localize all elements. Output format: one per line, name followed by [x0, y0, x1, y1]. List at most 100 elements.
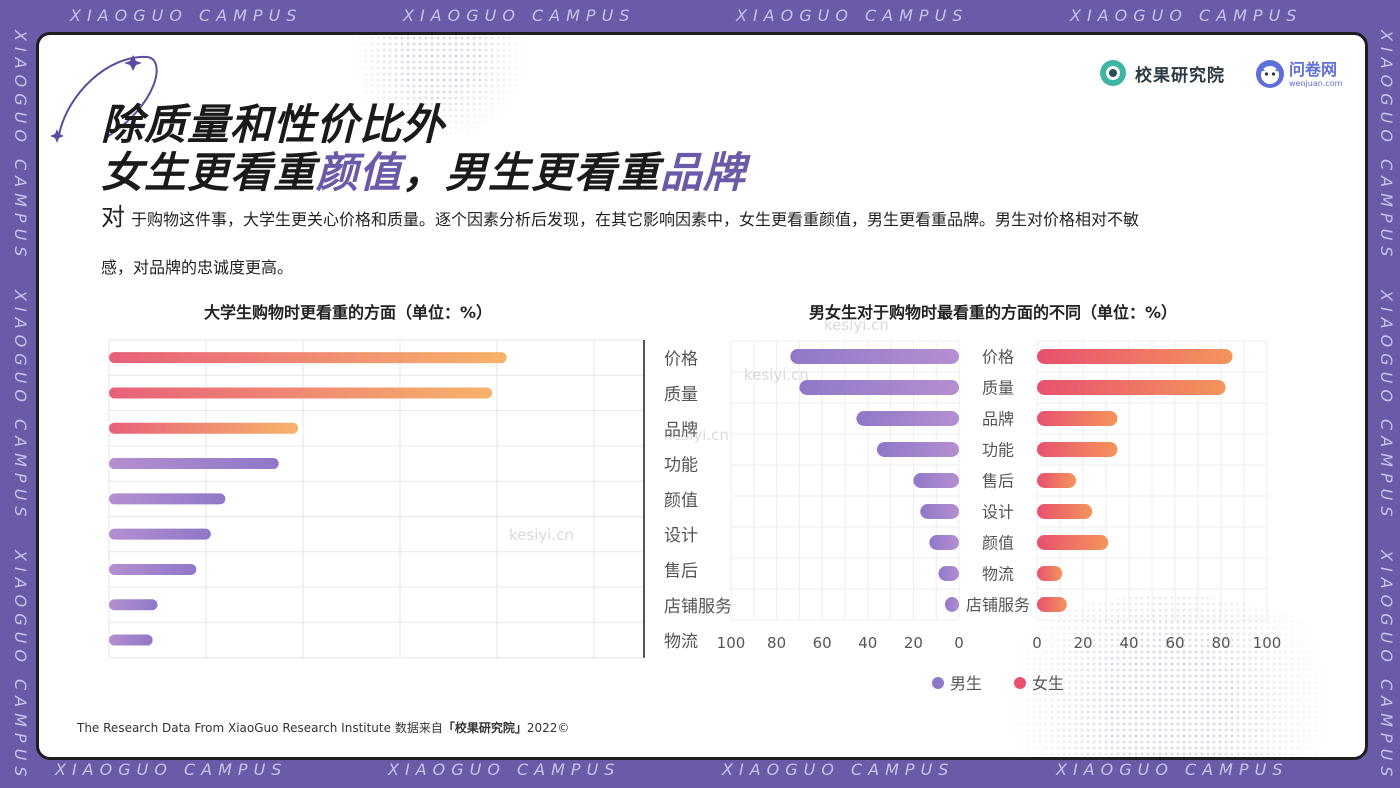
chart1-bar [109, 599, 158, 611]
chart1-bar [109, 352, 507, 364]
chart1-category-label: 店铺服务 [664, 597, 732, 617]
chart1-category-label: 价格 [664, 350, 698, 370]
title-text: ，男生更看重 [402, 148, 661, 197]
frame-text-top-3: XIAOGUO CAMPUS [736, 6, 969, 25]
chart1-bar [109, 528, 211, 540]
chart1-category-label: 质量 [664, 385, 698, 405]
chart2-tick-label: 60 [1165, 634, 1184, 652]
chart2-category-label: 售后 [982, 472, 1014, 491]
chart2-tick-label: 80 [767, 634, 786, 652]
frame-text-top-1: XIAOGUO CAMPUS [70, 6, 303, 25]
wenjuan-logo-text: 问卷网 [1289, 59, 1338, 79]
xiaoguo-logo-icon [1100, 60, 1126, 86]
title-text: 女生更看重 [101, 148, 317, 197]
frame-text-bottom-1: XIAOGUO CAMPUS [55, 760, 288, 779]
frame-text-bottom-3: XIAOGUO CAMPUS [722, 760, 955, 779]
chart1-bar [109, 387, 493, 399]
footer-brand: 「校果研究院」 [442, 721, 527, 735]
chart2-bar-male [945, 597, 959, 612]
chart2-bar-female [1037, 442, 1118, 457]
chart2-bar-male [938, 566, 959, 581]
watermark-text: kesiyi.cn [664, 426, 729, 444]
chart2-category-label: 店铺服务 [966, 596, 1030, 615]
wenjuan-logo-subtext: wenjuan.com [1289, 78, 1343, 88]
chart2-title: 男女生对于购物时最看重的方面的不同（单位：%） [809, 303, 1178, 322]
frame-text-bottom-4: XIAOGUO CAMPUS [1056, 760, 1289, 779]
legend-female-marker [1014, 677, 1026, 689]
chart2-bar-female [1037, 566, 1063, 581]
content-card: 校果研究院 问卷网 wenjuan.com 除质量和性价比外 女生更看重颜值，男… [36, 32, 1368, 760]
frame-text-left-3: XIAOGUO CAMPUS [11, 550, 30, 783]
title-highlight: 品牌 [660, 148, 747, 197]
frame-text-top-4: XIAOGUO CAMPUS [1070, 6, 1303, 25]
chart2-tick-label: 40 [858, 634, 877, 652]
chart2-bar-female [1037, 411, 1118, 426]
chart1-title: 大学生购物时更看重的方面（单位：%） [204, 303, 493, 322]
page-title-line1: 除质量和性价比外 [101, 100, 446, 149]
xiaoguo-logo: 校果研究院 [1099, 59, 1225, 87]
chart1-bar [109, 563, 197, 575]
chart2-tick-label: 20 [904, 634, 923, 652]
chart2-category-label: 质量 [982, 379, 1014, 398]
chart2-bar-female [1037, 380, 1226, 395]
title-highlight: 颜值 [316, 148, 403, 197]
chart1-category-label: 颜值 [664, 491, 698, 511]
chart1-bar [109, 634, 153, 646]
chart2-category-label: 颜值 [982, 534, 1014, 553]
watermark-text: kesiyi.cn [509, 526, 574, 544]
chart1-bar [109, 422, 299, 434]
legend-male-label: 男生 [950, 674, 982, 693]
watermark-text: kesiyi.cn [744, 366, 809, 384]
chart2-tick-label: 20 [1073, 634, 1092, 652]
footer-text: The Research Data From XiaoGuo Research … [77, 721, 443, 735]
chart2-tick-label: 100 [1253, 634, 1282, 652]
chart2-bar-male [856, 411, 959, 426]
chart2-category-label: 品牌 [982, 410, 1014, 429]
chart2-bar-female [1037, 597, 1067, 612]
chart2-bar-female [1037, 535, 1109, 550]
chart2-category-label: 物流 [982, 565, 1014, 584]
chart2-bar-male [913, 473, 959, 488]
page-title-line2: 女生更看重颜值，男生更看重品牌 [101, 139, 746, 200]
chart2-category-label: 价格 [982, 348, 1014, 367]
frame-text-left-1: XIAOGUO CAMPUS [11, 30, 30, 263]
paragraph-first-char: 对 [101, 203, 125, 231]
chart1-category-label: 售后 [664, 561, 698, 581]
frame-text-right-2: XIAOGUO CAMPUS [1377, 290, 1396, 523]
frame-text-right-3: XIAOGUO CAMPUS [1377, 550, 1396, 783]
wenjuan-logo: 问卷网 wenjuan.com [1255, 59, 1342, 89]
watermark-text: kesiyi.cn [824, 316, 889, 334]
intro-paragraph: 对于购物这件事，大学生更关心价格和质量。逐个因素分析后发现，在其它影响因素中，女… [101, 193, 1331, 292]
chart2-tick-label: 60 [813, 634, 832, 652]
chart2-bar-male [876, 442, 959, 457]
chart2-category-label: 设计 [982, 503, 1014, 522]
frame-text-right-1: XIAOGUO CAMPUS [1377, 30, 1396, 263]
chart2-tick-label: 0 [1032, 634, 1042, 652]
chart2-bar-male [790, 349, 959, 364]
chart2-bar-female [1037, 473, 1077, 488]
frame-text-top-2: XIAOGUO CAMPUS [403, 6, 636, 25]
chart2-tick-label: 40 [1119, 634, 1138, 652]
chart2-category-label: 功能 [982, 441, 1014, 460]
legend-female-label: 女生 [1032, 674, 1064, 693]
chart2-bar-male [920, 504, 959, 519]
chart1-category-label: 品牌 [664, 420, 698, 440]
footer-year: 2022© [526, 721, 570, 735]
chart2-bar-male [929, 535, 959, 550]
chart2-bar-female [1037, 349, 1233, 364]
frame-text-left-2: XIAOGUO CAMPUS [11, 290, 30, 523]
chart1-bar [109, 493, 226, 505]
frame-text-bottom-2: XIAOGUO CAMPUS [388, 760, 621, 779]
chart2-tick-label: 0 [954, 634, 964, 652]
xiaoguo-logo-text: 校果研究院 [1135, 65, 1225, 86]
chart2-tick-label: 100 [717, 634, 746, 652]
chart2-bar-male [799, 380, 959, 395]
paragraph-line1: 于购物这件事，大学生更关心价格和质量。逐个因素分析后发现，在其它影响因素中，女生… [131, 210, 1140, 229]
chart1-category-label: 功能 [664, 456, 698, 476]
chart1-category-label: 物流 [664, 632, 698, 652]
chart2-bar-female [1037, 504, 1093, 519]
charts-canvas: 价格质量品牌功能颜值设计售后店铺服务物流价格质量品牌功能售后设计颜值物流店铺服务… [108, 316, 1282, 693]
orbit-decoration-icon [50, 55, 158, 143]
chart1-category-label: 设计 [664, 526, 698, 546]
paragraph-line2: 感，对品牌的忠诚度更高。 [101, 258, 294, 277]
